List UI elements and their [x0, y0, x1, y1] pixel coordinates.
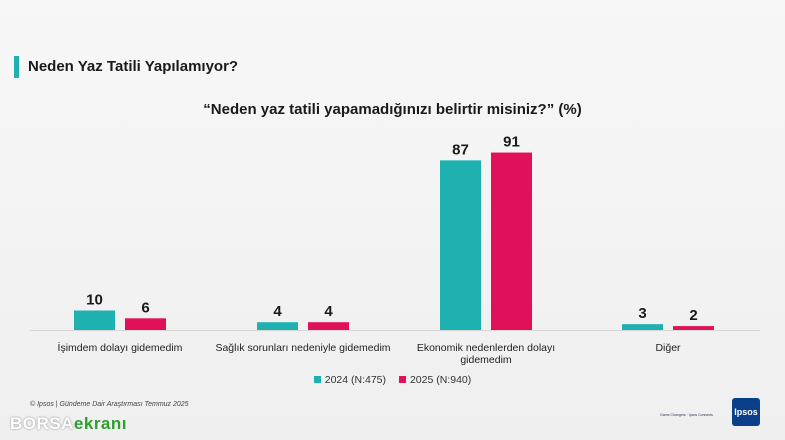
legend-item-2024: 2024 (N:475) — [313, 374, 387, 386]
page-title: Neden Yaz Tatili Yapılamıyor? — [28, 58, 239, 75]
category-label-1: Sağlık sorunları nedeniyle gidemedim — [215, 342, 390, 354]
data-label-2025-0: 6 — [141, 299, 149, 316]
legend-label-2025: 2025 (N:940) — [409, 374, 472, 386]
legend-swatch-2024 — [313, 376, 321, 383]
legend-item-2025: 2025 (N:940) — [398, 374, 472, 386]
bar-2024-2 — [440, 160, 481, 330]
ipsos-logo: Ipsos — [732, 398, 760, 426]
small-logo-text: Game Changers · Ipsos Connects — [660, 413, 713, 417]
bar-2024-0 — [74, 310, 115, 330]
category-label-2-line-0: Ekonomik nedenlerden dolayı — [417, 342, 555, 354]
bar-2025-0 — [125, 318, 166, 330]
legend-label-2024: 2024 (N:475) — [324, 374, 387, 386]
watermark: BORSAekranı — [10, 414, 127, 434]
data-label-2025-2: 91 — [503, 134, 520, 151]
bar-2025-2 — [491, 152, 532, 330]
bar-2025-3 — [673, 326, 714, 330]
watermark-part1: BORSA — [10, 414, 74, 433]
chart-title: “Neden yaz tatili yapamadığınızı belirti… — [203, 101, 582, 118]
data-label-2025-3: 2 — [689, 307, 697, 324]
category-label-2-line-1: gidemedim — [460, 354, 512, 366]
category-label-3: Diğer — [655, 342, 681, 354]
data-label-2024-0: 10 — [86, 292, 103, 309]
bar-2024-1 — [257, 322, 298, 330]
bar-2025-1 — [308, 322, 349, 330]
data-label-2024-1: 4 — [273, 303, 282, 320]
chart-legend: 2024 (N:475) 2025 (N:940) — [0, 374, 785, 386]
legend-swatch-2025 — [398, 376, 406, 383]
watermark-part2: ekranı — [73, 414, 127, 433]
category-label-0: İşimdem dolayı gidemedim — [58, 341, 183, 354]
bar-2024-3 — [622, 324, 663, 330]
data-label-2024-2: 87 — [452, 141, 469, 158]
data-label-2024-3: 3 — [638, 305, 646, 322]
data-label-2025-1: 4 — [324, 303, 333, 320]
source-footnote: © Ipsos | Gündeme Dair Araştırması Temmu… — [30, 401, 189, 408]
title-accent-bar — [14, 56, 19, 78]
